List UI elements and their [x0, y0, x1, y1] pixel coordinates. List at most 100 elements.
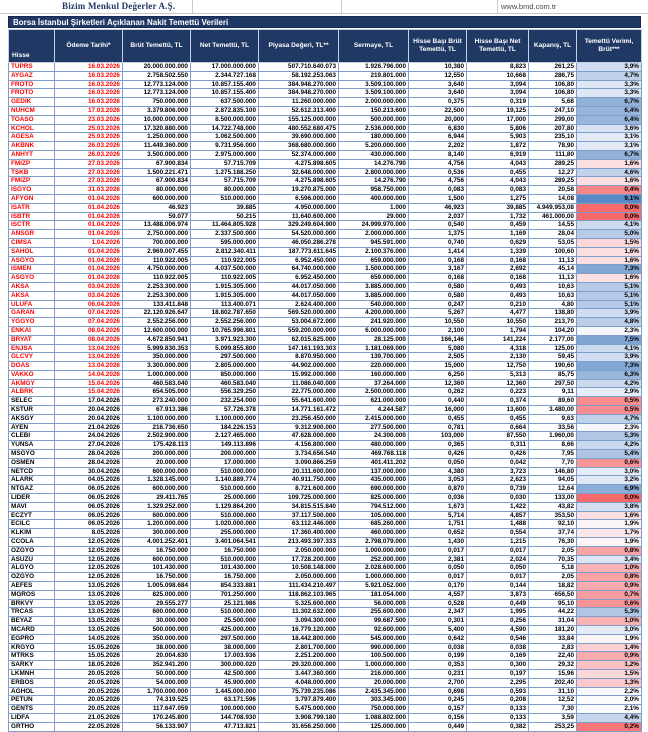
dividend-yield-cell: 3,2%	[576, 475, 642, 486]
close-price-cell: 5,18	[528, 563, 577, 574]
market-cap-cell: 47.628.000.000	[258, 431, 339, 442]
close-price-cell: 37,74	[528, 528, 577, 539]
table-row: ERBOS 20.05.2026 54.000.000 45.900.000 4.048…	[8, 677, 642, 688]
stock-ticker-cell: DOAS	[8, 361, 55, 371]
gross-dividend-cell: 350.000.000	[122, 352, 191, 363]
market-cap-cell: 4.048.000.000	[258, 677, 339, 688]
gross-dps-cell: 0,168	[408, 255, 467, 266]
net-dps-cell: 0,374	[466, 396, 529, 407]
net-dps-cell: 0,168	[466, 255, 529, 266]
capital-cell: 750.000.000	[338, 704, 409, 714]
payment-date-cell: 27.03.2026	[54, 167, 123, 178]
payment-date-cell: 12.05.2026	[54, 572, 123, 583]
close-price-cell: 85,75	[528, 369, 577, 380]
payment-date-cell: 12.05.2026	[54, 537, 123, 547]
stock-ticker-cell: BRYAT	[8, 334, 55, 345]
market-cap-cell: 147.161.193.303	[258, 343, 339, 354]
market-cap-cell: 9.312.900.000	[258, 422, 339, 433]
net-dividend-cell: 1.915.305.000	[190, 290, 259, 301]
capital-cell: 3.509.100.000	[338, 88, 409, 99]
gross-dividend-cell: 12.773.124.000	[122, 79, 191, 90]
close-price-cell: 106,80	[528, 88, 577, 99]
close-price-cell: 106,80	[528, 79, 577, 90]
capital-cell: 28.125.000	[338, 334, 409, 345]
payment-date-cell: 13.04.2026	[54, 352, 123, 363]
gross-dividend-cell: 825.000.000	[122, 589, 191, 600]
gross-dps-cell: 2,202	[408, 141, 467, 151]
gross-dps-cell: 0,017	[408, 545, 467, 556]
payment-date-cell: 01.04.2026	[54, 273, 123, 283]
dividend-yield-cell: 5,4%	[576, 449, 642, 459]
close-price-cell: 92,10	[528, 519, 577, 530]
market-cap-cell: 23.256.450.000	[258, 413, 339, 424]
payment-date-cell: 13.05.2026	[54, 625, 123, 635]
dividend-yield-cell: 0,4%	[576, 185, 642, 195]
table-row: FROTO 16.03.2026 12.773.124.000 10.857.155.…	[8, 88, 642, 99]
market-cap-cell: 3.447.360.000	[258, 668, 339, 679]
table-row: ISCTR 01.04.2026 13.488.006.974 11.464.805.…	[8, 220, 642, 231]
table-row: SELEC 17.04.2026 273.240.000 232.254.000 55.…	[8, 396, 642, 407]
gross-dividend-cell: 1.329.252.000	[122, 501, 191, 512]
net-dps-cell: 0,168	[466, 273, 529, 283]
net-dividend-cell: 595.000.000	[190, 237, 259, 248]
capital-cell: 180.000.000	[338, 132, 409, 143]
payment-date-cell: 28.04.2026	[54, 457, 123, 468]
stock-ticker-cell: KSTUR	[8, 405, 55, 415]
table-row: TOASO 23.03.2026 10.000.000.000 8.500.000.0…	[8, 114, 642, 125]
net-dividend-cell: 510.000.000	[190, 484, 259, 495]
gross-dps-cell: 0,353	[408, 660, 467, 670]
payment-date-cell: 27.03.2026	[54, 158, 123, 169]
capital-cell: 1.926.796.000	[338, 62, 409, 72]
stock-ticker-cell: AKSGY	[8, 413, 55, 424]
stock-ticker-cell: TUPRS	[8, 62, 55, 72]
gross-dps-cell: 0,199	[408, 651, 467, 662]
stock-ticker-cell: CCOLA	[8, 537, 55, 547]
payment-date-cell: 15.05.2026	[54, 651, 123, 662]
dividend-yield-cell: 0,6%	[576, 457, 642, 468]
capital-cell: 3.509.100.000	[338, 79, 409, 90]
gross-dps-cell: 0,231	[408, 668, 467, 679]
gross-dps-cell: 0,038	[408, 642, 467, 653]
close-price-cell: 12,52	[528, 695, 577, 706]
market-cap-cell: 29.320.000.000	[258, 660, 339, 670]
stock-ticker-cell: ISGYO	[8, 185, 55, 195]
gross-dividend-cell: 2.969.007.455	[122, 246, 191, 257]
net-dividend-cell: 2.552.256.000	[190, 317, 259, 327]
net-dps-cell: 2,024	[466, 554, 529, 565]
payment-date-cell: 15.04.2026	[54, 387, 123, 398]
capital-cell: 92.600.000	[338, 625, 409, 635]
net-dps-cell: 0,546	[466, 633, 529, 644]
payment-date-cell: 26.03.2026	[54, 141, 123, 151]
net-dividend-cell: 1.020.000.000	[190, 519, 259, 530]
close-price-cell: 289,25	[528, 176, 577, 187]
net-dps-cell: 39,885	[466, 202, 529, 213]
capital-cell: 1.000.000.000	[338, 572, 409, 583]
capital-cell: 29.000	[338, 211, 409, 222]
gross-dps-cell: 0,036	[408, 493, 467, 503]
col-header-brut-temettu: Brüt Temettü, TL	[122, 29, 191, 63]
close-price-cell: 53,05	[528, 237, 577, 248]
payment-date-cell: 06.05.2026	[54, 510, 123, 521]
gross-dividend-cell: 50.000.000	[122, 668, 191, 679]
capital-cell: 5.200.000.000	[338, 141, 409, 151]
capital-cell: 1.000	[338, 202, 409, 213]
dividend-yield-cell: 2,9%	[576, 387, 642, 398]
net-dps-cell: 0,210	[466, 299, 529, 310]
net-dps-cell: 0,144	[466, 581, 529, 591]
gross-dividend-cell: 1.500.221.471	[122, 167, 191, 178]
stock-ticker-cell: MSGYO	[8, 449, 55, 459]
dividend-yield-cell: 2,0%	[576, 695, 642, 706]
dividend-yield-cell: 4,6%	[576, 167, 642, 178]
dividend-yield-cell: 4,4%	[576, 712, 642, 723]
payment-date-cell: 31.03.2026	[54, 185, 123, 195]
gross-dividend-cell: 10.000.000.000	[122, 114, 191, 125]
gross-dividend-cell: 67.913.386	[122, 405, 191, 415]
table-row: LKMNH 20.05.2026 50.000.000 42.500.000 3.447…	[8, 668, 642, 679]
net-dividend-cell: 25.121.986	[190, 598, 259, 609]
capital-cell: 545.000.000	[338, 633, 409, 644]
dividend-yield-cell: 7,3%	[576, 264, 642, 275]
market-cap-cell: 6.952.450.000	[258, 273, 339, 283]
payment-date-cell: 17.03.2026	[54, 105, 123, 116]
dividend-yield-cell: 1,9%	[576, 519, 642, 530]
stock-ticker-cell: FROTO	[8, 79, 55, 90]
